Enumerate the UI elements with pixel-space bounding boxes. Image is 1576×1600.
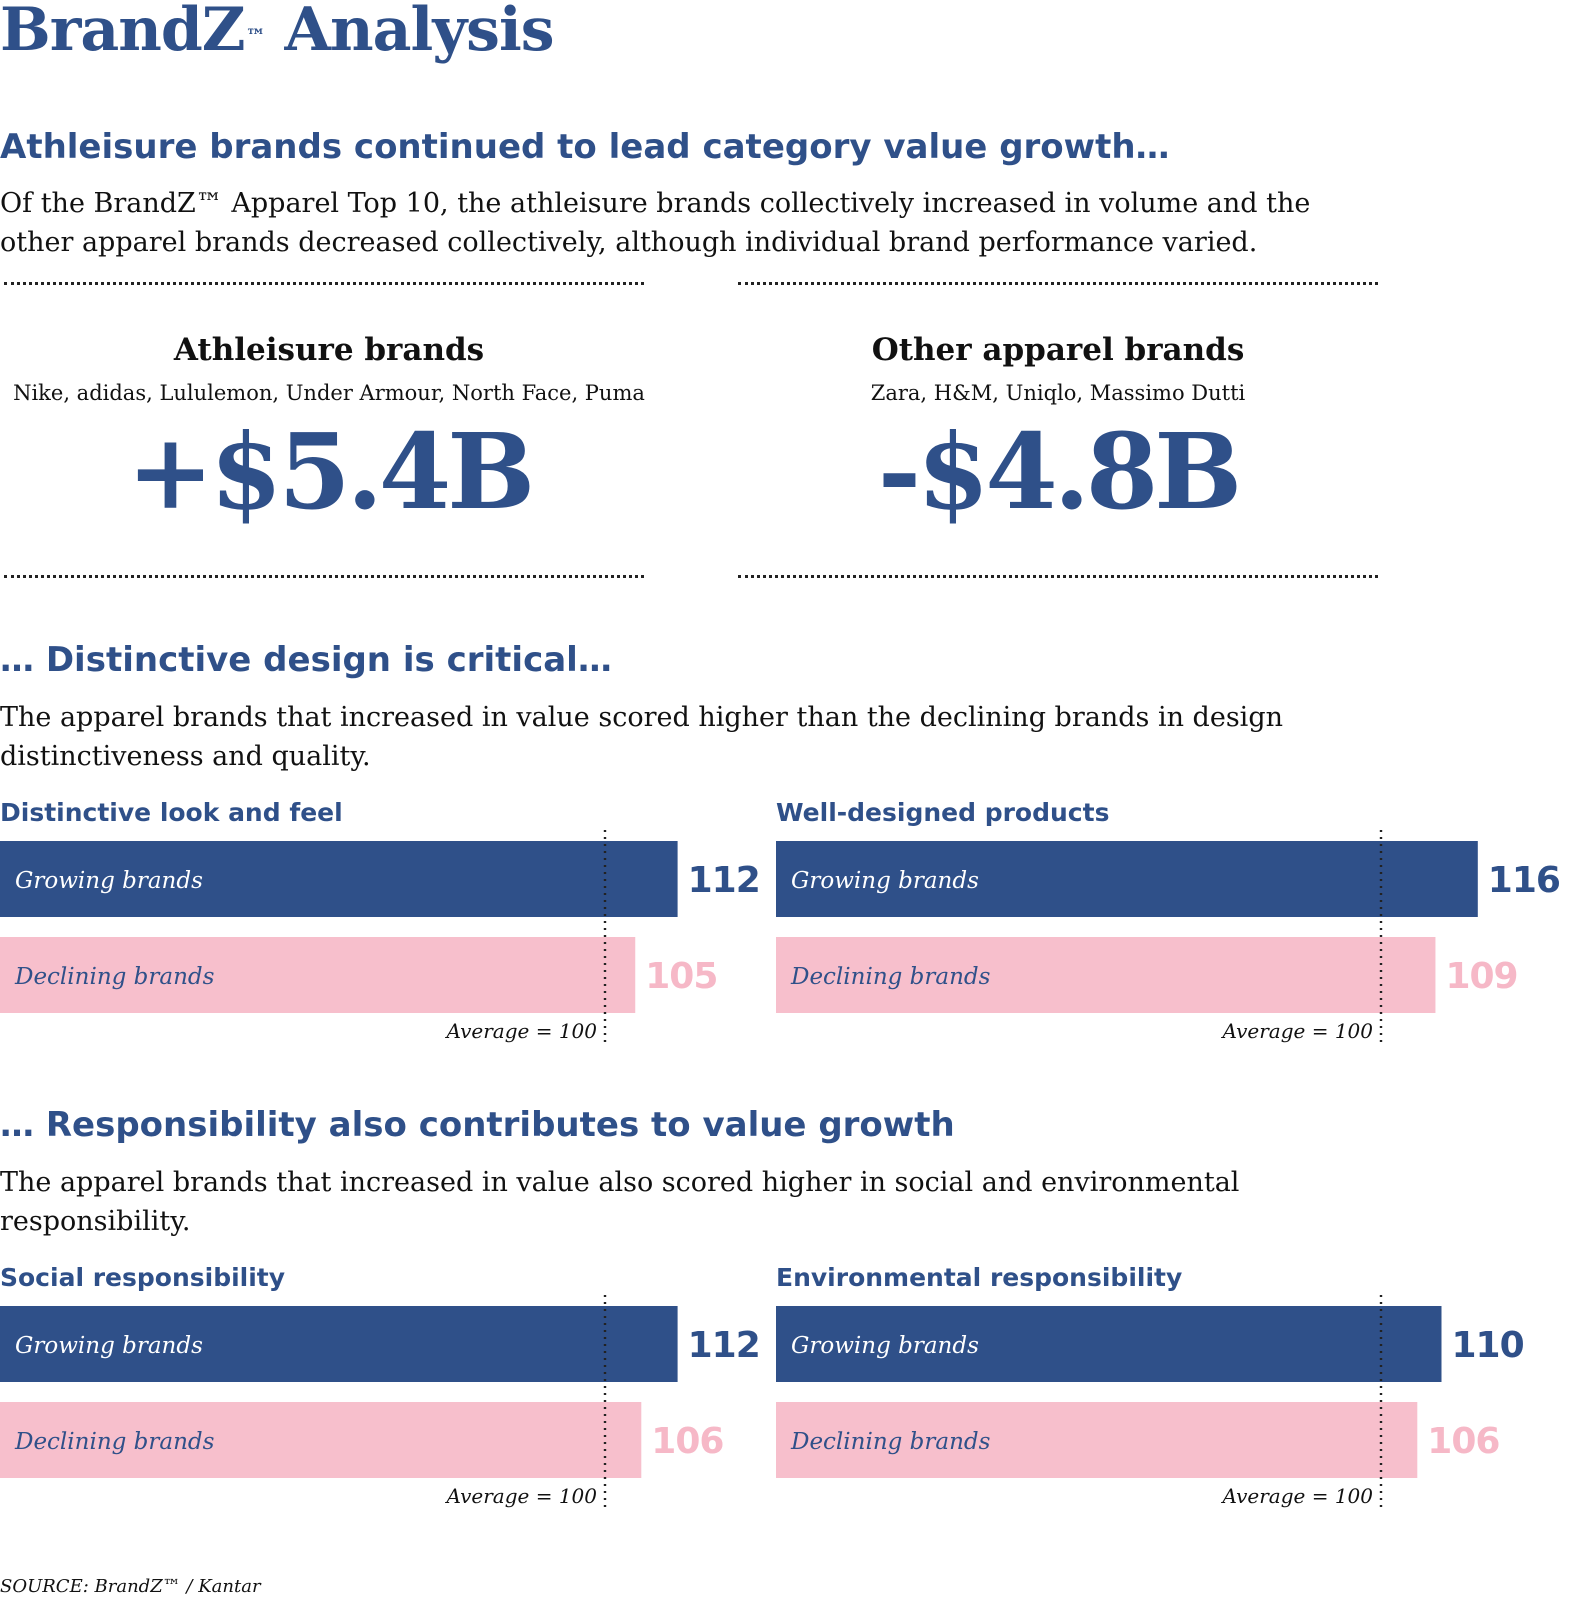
summary-value: -$4.8B: [877, 410, 1242, 533]
bar-category-label: Growing brands: [791, 1333, 979, 1359]
summary-brand-list: Zara, H&M, Uniqlo, Massimo Dutti: [870, 381, 1246, 405]
divider-top-right: [738, 282, 1378, 285]
bar-declining: [0, 937, 636, 1013]
bar-growing: [776, 1306, 1442, 1382]
bar-category-label: Declining brands: [14, 1429, 215, 1455]
section3-heading: … Responsibility also contributes to val…: [0, 1105, 955, 1145]
bar-chart-svg: Growing brands 112 Declining brands 106 Aver…: [0, 1295, 761, 1509]
bar-category-label: Declining brands: [14, 964, 215, 990]
chart-title: Well-designed products: [776, 798, 1110, 827]
bar-chart-svg: Growing brands 112 Declining brands 105 Aver…: [0, 830, 761, 1044]
summary-athleisure: Athleisure brands Nike, adidas, Lululemo…: [0, 330, 658, 532]
chart-title: Environmental responsibility: [776, 1263, 1183, 1292]
bar-value-label: 112: [688, 860, 760, 901]
summary-heading: Other apparel brands: [871, 332, 1245, 368]
bar-value-label: 112: [688, 1325, 760, 1366]
summary-brand-list: Nike, adidas, Lululemon, Under Armour, N…: [13, 381, 645, 405]
bar-declining: [0, 1402, 642, 1478]
chart-title: Distinctive look and feel: [0, 798, 343, 827]
bar-growing: [0, 841, 678, 917]
divider-bottom-left: [4, 575, 644, 578]
bar-category-label: Declining brands: [790, 1429, 991, 1455]
bar-value-label: 106: [651, 1421, 723, 1462]
section2-body: The apparel brands that increased in val…: [0, 702, 1283, 772]
average-label: Average = 100: [444, 1019, 597, 1043]
bar-value-label: 116: [1488, 860, 1560, 901]
section3-body: The apparel brands that increased in val…: [0, 1167, 1240, 1237]
title-text: BrandZ: [0, 0, 246, 65]
bar-chart-svg: Growing brands 116 Declining brands 109 Aver…: [776, 830, 1561, 1044]
page-title: BrandZ™ Analysis: [0, 0, 555, 66]
chart-social-responsibility: Social responsibility Growing brands 112 D…: [0, 1263, 780, 1533]
chart-well-designed: Well-designed products Growing brands 116…: [776, 798, 1561, 1068]
section2-heading: … Distinctive design is critical…: [0, 640, 612, 680]
title-rest: Analysis: [264, 0, 554, 65]
chart-environmental-responsibility: Environmental responsibility Growing bra…: [776, 1263, 1556, 1533]
summary-heading: Athleisure brands: [173, 332, 485, 368]
section1-heading: Athleisure brands continued to lead cate…: [0, 127, 1170, 167]
chart-distinctive-look: Distinctive look and feel Growing brands…: [0, 798, 780, 1068]
bar-category-label: Growing brands: [791, 868, 979, 894]
chart-title: Social responsibility: [0, 1263, 286, 1292]
bar-value-label: 106: [1427, 1421, 1499, 1462]
summary-other-apparel: Other apparel brands Zara, H&M, Uniqlo, …: [738, 330, 1378, 532]
divider-top-left: [4, 282, 644, 285]
average-label: Average = 100: [444, 1484, 597, 1508]
average-label: Average = 100: [1220, 1019, 1373, 1043]
divider-bottom-right: [738, 575, 1378, 578]
bar-category-label: Declining brands: [790, 964, 991, 990]
source-note: SOURCE: BrandZ™ / Kantar: [0, 1576, 261, 1597]
bar-growing: [0, 1306, 678, 1382]
bar-category-label: Growing brands: [15, 868, 203, 894]
bar-value-label: 105: [645, 956, 717, 997]
summary-value: +$5.4B: [126, 410, 535, 533]
bar-value-label: 109: [1445, 956, 1517, 997]
bar-value-label: 110: [1452, 1325, 1524, 1366]
bar-declining: [776, 1402, 1418, 1478]
bar-category-label: Growing brands: [15, 1333, 203, 1359]
bar-declining: [776, 937, 1436, 1013]
trademark-mark: ™: [245, 24, 266, 48]
section1-body: Of the BrandZ™ Apparel Top 10, the athle…: [0, 188, 1311, 258]
bar-growing: [776, 841, 1478, 917]
average-label: Average = 100: [1220, 1484, 1373, 1508]
bar-chart-svg: Growing brands 110 Declining brands 106 Aver…: [776, 1295, 1525, 1509]
